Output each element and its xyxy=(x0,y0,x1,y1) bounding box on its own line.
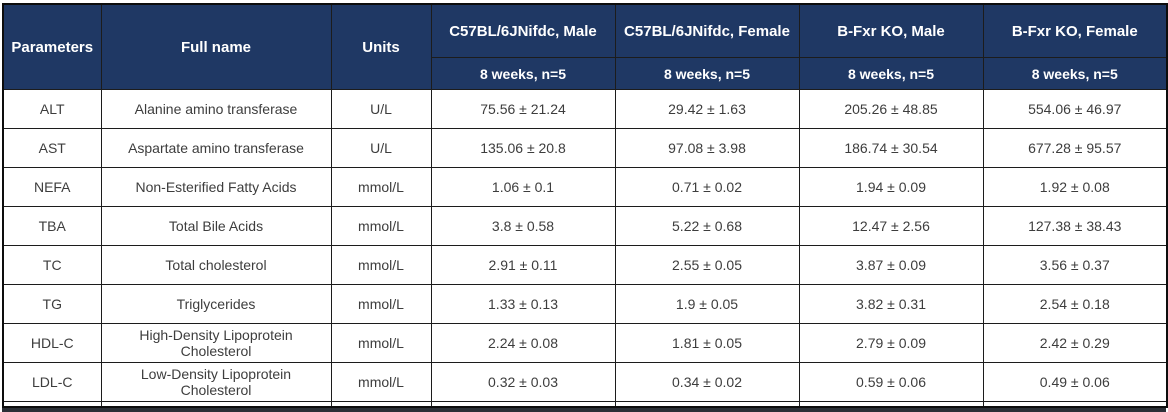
value-c57-male: 2.91 ± 0.11 xyxy=(430,245,616,285)
table-row-tba: TBA Total Bile Acids mmol/L 3.8 ± 0.58 5… xyxy=(2,206,1168,246)
subheader-c57-male: 8 weeks, n=5 xyxy=(430,57,616,90)
value-c57-female: 2.55 ± 0.05 xyxy=(614,245,800,285)
value-c57-male: 135.06 ± 20.8 xyxy=(430,128,616,168)
value-c57-male: 2.24 ± 0.08 xyxy=(430,323,616,363)
param-units: U/L xyxy=(330,128,432,168)
subheader-c57-female: 8 weeks, n=5 xyxy=(614,57,800,90)
value-ko-male: 186.74 ± 30.54 xyxy=(798,128,984,168)
value-ko-female: 554.06 ± 46.97 xyxy=(982,89,1168,129)
header-group-row: Parameters Full name Units C57BL/6JNifdc… xyxy=(2,3,1168,90)
param-abbrev: LDL-C xyxy=(2,362,102,402)
header-group-c57-female: C57BL/6JNifdc, Female xyxy=(614,3,800,58)
value-ko-male: 3.82 ± 0.31 xyxy=(798,284,984,324)
value-ko-female: 3.56 ± 0.37 xyxy=(982,245,1168,285)
param-full-name: Alanine amino transferase xyxy=(100,89,332,129)
value-c57-female: 5.22 ± 0.68 xyxy=(614,206,800,246)
param-full-name: Total cholesterol xyxy=(100,245,332,285)
header-full-name: Full name xyxy=(100,3,332,90)
value-ko-male: 1.94 ± 0.09 xyxy=(798,167,984,207)
table-header: Parameters Full name Units C57BL/6JNifdc… xyxy=(2,3,1168,90)
header-group-c57-male: C57BL/6JNifdc, Male xyxy=(430,3,616,58)
value-c57-female: 0.34 ± 0.02 xyxy=(614,362,800,402)
param-units: U/L xyxy=(330,89,432,129)
cropped-next-row xyxy=(2,401,1168,408)
value-c57-female: 97.08 ± 3.98 xyxy=(614,128,800,168)
value-ko-male: 2.79 ± 0.09 xyxy=(798,323,984,363)
header-units: Units xyxy=(330,3,432,90)
param-abbrev: TC xyxy=(2,245,102,285)
param-full-name: Aspartate amino transferase xyxy=(100,128,332,168)
header-group-ko-female: B-Fxr KO, Female xyxy=(982,3,1168,58)
param-full-name: Triglycerides xyxy=(100,284,332,324)
param-units: mmol/L xyxy=(330,323,432,363)
param-abbrev: NEFA xyxy=(2,167,102,207)
table-row-tc: TC Total cholesterol mmol/L 2.91 ± 0.11 … xyxy=(2,245,1168,285)
param-units: mmol/L xyxy=(330,206,432,246)
header-group-ko-male: B-Fxr KO, Male xyxy=(798,3,984,58)
value-ko-female: 0.49 ± 0.06 xyxy=(982,362,1168,402)
value-c57-male: 0.32 ± 0.03 xyxy=(430,362,616,402)
param-full-name: Total Bile Acids xyxy=(100,206,332,246)
param-full-name: Non-Esterified Fatty Acids xyxy=(100,167,332,207)
table-body: ALT Alanine amino transferase U/L 75.56 … xyxy=(2,89,1168,408)
value-ko-female: 677.28 ± 95.57 xyxy=(982,128,1168,168)
table-row-ast: AST Aspartate amino transferase U/L 135.… xyxy=(2,128,1168,168)
value-ko-male: 0.59 ± 0.06 xyxy=(798,362,984,402)
value-ko-male: 3.87 ± 0.09 xyxy=(798,245,984,285)
value-c57-male: 3.8 ± 0.58 xyxy=(430,206,616,246)
param-abbrev: AST xyxy=(2,128,102,168)
cropped-next-section-band xyxy=(2,408,1166,412)
value-c57-male: 1.06 ± 0.1 xyxy=(430,167,616,207)
value-c57-male: 1.33 ± 0.13 xyxy=(430,284,616,324)
table-row-ldl-c: LDL-C Low-Density Lipoprotein Cholestero… xyxy=(2,362,1168,402)
header-parameters: Parameters xyxy=(2,3,102,90)
param-units: mmol/L xyxy=(330,362,432,402)
serum-biochemistry-table: Parameters Full name Units C57BL/6JNifdc… xyxy=(2,3,1168,408)
table-row-alt: ALT Alanine amino transferase U/L 75.56 … xyxy=(2,89,1168,129)
value-ko-female: 2.42 ± 0.29 xyxy=(982,323,1168,363)
value-c57-female: 1.9 ± 0.05 xyxy=(614,284,800,324)
value-c57-female: 0.71 ± 0.02 xyxy=(614,167,800,207)
value-ko-male: 205.26 ± 48.85 xyxy=(798,89,984,129)
value-ko-female: 2.54 ± 0.18 xyxy=(982,284,1168,324)
param-abbrev: TG xyxy=(2,284,102,324)
subheader-ko-female: 8 weeks, n=5 xyxy=(982,57,1168,90)
table-row-hdl-c: HDL-C High-Density Lipoprotein Cholester… xyxy=(2,323,1168,363)
param-abbrev: HDL-C xyxy=(2,323,102,363)
param-units: mmol/L xyxy=(330,167,432,207)
value-c57-female: 1.81 ± 0.05 xyxy=(614,323,800,363)
param-full-name: Low-Density Lipoprotein Cholesterol xyxy=(100,362,332,402)
param-abbrev: TBA xyxy=(2,206,102,246)
param-units: mmol/L xyxy=(330,284,432,324)
table-row-nefa: NEFA Non-Esterified Fatty Acids mmol/L 1… xyxy=(2,167,1168,207)
value-c57-female: 29.42 ± 1.63 xyxy=(614,89,800,129)
header-sub-row: 8 weeks, n=5 8 weeks, n=5 8 weeks, n=5 8… xyxy=(3,57,1168,90)
table-row-tg: TG Triglycerides mmol/L 1.33 ± 0.13 1.9 … xyxy=(2,284,1168,324)
param-units: mmol/L xyxy=(330,245,432,285)
param-full-name: High-Density Lipoprotein Cholesterol xyxy=(100,323,332,363)
value-ko-male: 12.47 ± 2.56 xyxy=(798,206,984,246)
value-ko-female: 127.38 ± 38.43 xyxy=(982,206,1168,246)
value-c57-male: 75.56 ± 21.24 xyxy=(430,89,616,129)
param-abbrev: ALT xyxy=(2,89,102,129)
subheader-ko-male: 8 weeks, n=5 xyxy=(798,57,984,90)
value-ko-female: 1.92 ± 0.08 xyxy=(982,167,1168,207)
